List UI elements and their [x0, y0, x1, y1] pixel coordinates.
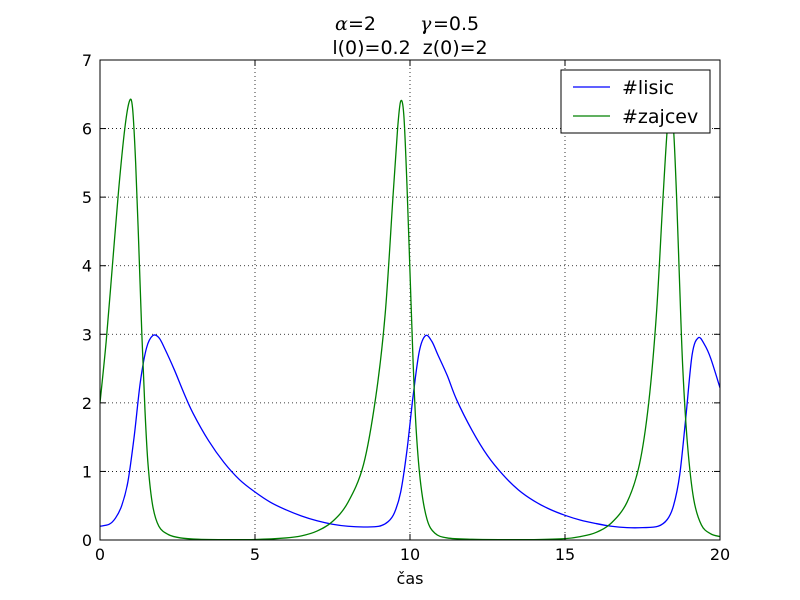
y-tick-label: 3: [82, 325, 92, 344]
title-gamma-symbol: γ: [420, 13, 432, 35]
legend-box: [560, 69, 711, 134]
series-layer: [100, 98, 720, 540]
x-tick-label: 20: [710, 545, 730, 564]
chart-title: α =2 γ =0.5 l(0)=0.2 z(0)=2: [332, 13, 487, 59]
series-line-zajcev: [100, 98, 720, 540]
title-line2: l(0)=0.2 z(0)=2: [332, 37, 487, 59]
x-tick-label: 5: [250, 545, 260, 564]
y-tick-label: 2: [82, 394, 92, 413]
y-tick-label: 6: [82, 120, 92, 139]
series-line-lisic: [100, 334, 720, 529]
y-tick-label: 7: [82, 51, 92, 70]
x-tick-label: 10: [400, 545, 420, 564]
y-tick-label: 5: [82, 188, 92, 207]
ticks: 0 5 10 15 20 0 1 2 3 4 5 6 7: [82, 51, 730, 564]
title-alpha-value: =2: [348, 13, 376, 35]
y-tick-label: 4: [82, 257, 92, 276]
legend: #lisic #zajcev: [560, 69, 711, 134]
x-axis-label: čas: [397, 569, 424, 588]
legend-label-zajcev: #zajcev: [622, 106, 698, 128]
x-tick-label: 15: [555, 545, 575, 564]
x-tick-label: 0: [95, 545, 105, 564]
title-alpha-symbol: α: [335, 13, 348, 35]
y-tick-label: 1: [82, 462, 92, 481]
title-gamma-value: =0.5: [433, 13, 479, 35]
legend-label-lisic: #lisic: [622, 77, 674, 99]
y-tick-label: 0: [82, 531, 92, 550]
